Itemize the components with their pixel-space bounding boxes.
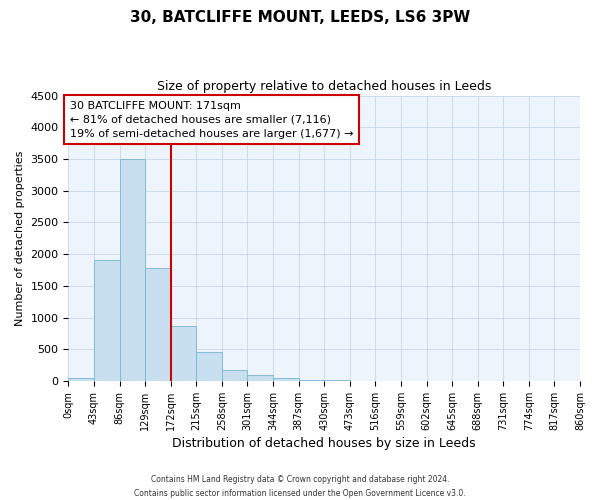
Bar (68, 378, 94, 381)
Bar (196, 352, 222, 381)
X-axis label: Distribution of detached houses by size in Leeds: Distribution of detached houses by size … (172, 437, 476, 450)
Text: 30, BATCLIFFE MOUNT, LEEDS, LS6 3PW: 30, BATCLIFFE MOUNT, LEEDS, LS6 3PW (130, 10, 470, 25)
Text: 30 BATCLIFFE MOUNT: 171sqm
← 81% of detached houses are smaller (7,116)
19% of s: 30 BATCLIFFE MOUNT: 171sqm ← 81% of deta… (70, 100, 353, 138)
Bar (119, 159, 145, 381)
Bar (94, 260, 119, 381)
Bar (299, 380, 324, 381)
Y-axis label: Number of detached properties: Number of detached properties (15, 150, 25, 326)
Bar (222, 370, 247, 381)
Text: Contains HM Land Registry data © Crown copyright and database right 2024.
Contai: Contains HM Land Registry data © Crown c… (134, 476, 466, 498)
Bar (273, 378, 299, 381)
Bar (171, 326, 196, 381)
Bar (247, 376, 273, 381)
Bar (145, 268, 171, 381)
Title: Size of property relative to detached houses in Leeds: Size of property relative to detached ho… (157, 80, 491, 93)
Bar (324, 380, 350, 381)
